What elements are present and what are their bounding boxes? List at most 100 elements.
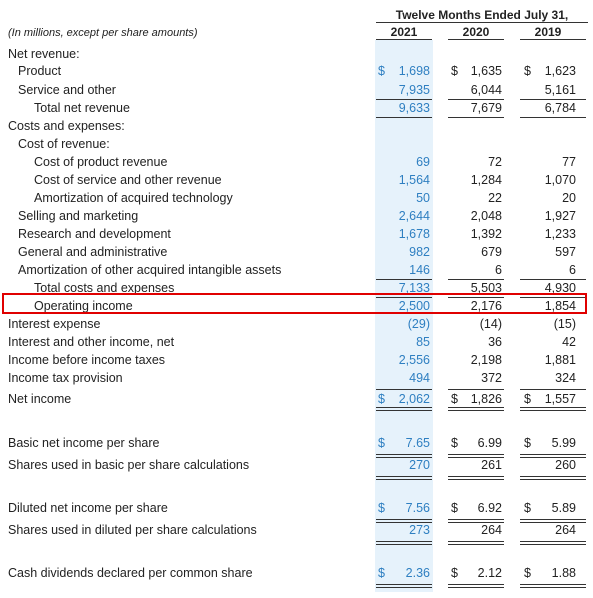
row-selling-and-marketing: Selling and marketing 2,644 2,048 1,927 (0, 209, 593, 227)
double-rule (520, 407, 586, 411)
value-2020: (14) (479, 317, 502, 331)
row-product-revenue: Product $1,698 $1,635 $1,623 (0, 64, 593, 82)
row-cost-of-service-revenue: Cost of service and other revenue 1,564 1,… (0, 173, 593, 191)
value-2021: 7.56 (405, 501, 430, 515)
value-2020: 6.99 (477, 436, 502, 450)
year-header-rule (376, 39, 432, 40)
row-general-and-administrative: General and administrative 982 679 597 (0, 245, 593, 263)
row-basic-shares: Shares used in basic per share calculati… (0, 458, 593, 476)
value-2020: 261 (481, 458, 502, 472)
total-rule (448, 117, 504, 118)
value-2020: 2.12 (477, 566, 502, 580)
row-net-income: Net income $2,062 $1,826 $1,557 (0, 392, 593, 410)
subtotal-rule (376, 99, 432, 100)
double-rule (448, 476, 504, 480)
value-2019: 1,557 (544, 392, 576, 406)
year-header-2020: 2020 (462, 25, 490, 39)
row-label: Total net revenue (34, 101, 130, 115)
row-diluted-shares: Shares used in diluted per share calcula… (0, 523, 593, 541)
double-rule (520, 519, 586, 523)
value-2020: 6,044 (470, 83, 502, 97)
value-2021: 146 (409, 263, 430, 277)
value-2020: 2,176 (470, 299, 502, 313)
year-header-rule (448, 39, 504, 40)
row-label: Total costs and expenses (34, 281, 175, 295)
value-2019: 1,854 (544, 299, 576, 313)
row-label: Income before income taxes (8, 353, 166, 367)
currency-symbol: $ (378, 436, 385, 450)
value-2020: 1,392 (470, 227, 502, 241)
value-2019: 77 (562, 155, 576, 169)
subtotal-rule (448, 99, 504, 100)
subtotal-rule (376, 389, 432, 390)
subtotal-rule (520, 279, 586, 280)
currency-symbol: $ (524, 566, 531, 580)
row-label: Basic net income per share (8, 436, 160, 450)
row-total-net-revenue: Total net revenue 9,633 7,679 6,784 (0, 101, 593, 119)
units-note-row: (In millions, except per share amounts) (0, 27, 593, 45)
value-2019: 4,930 (544, 281, 576, 295)
currency-symbol: $ (378, 501, 385, 515)
value-2021: 2,500 (398, 299, 430, 313)
value-2021: 2.36 (405, 566, 430, 580)
row-label: Net revenue: (8, 47, 80, 61)
double-rule (448, 584, 504, 588)
value-2021: 7,935 (398, 83, 430, 97)
value-2019: 1,070 (544, 173, 576, 187)
value-2021: 50 (416, 191, 430, 205)
value-2019: 42 (562, 335, 576, 349)
row-label: Costs and expenses: (8, 119, 125, 133)
double-rule (448, 454, 504, 458)
double-rule (376, 584, 432, 588)
currency-symbol: $ (451, 392, 458, 406)
row-total-costs-and-expenses: Total costs and expenses 7,133 5,503 4,930 (0, 281, 593, 299)
row-cost-of-product-revenue: Cost of product revenue 69 72 77 (0, 155, 593, 173)
value-2020: 372 (481, 371, 502, 385)
row-label: Net income (8, 392, 72, 406)
value-2019: 6,784 (544, 101, 576, 115)
row-label: Cost of service and other revenue (34, 173, 222, 187)
value-2019: 597 (555, 245, 576, 259)
value-2021: 69 (416, 155, 430, 169)
row-label: Diluted net income per share (8, 501, 168, 515)
row-label: Selling and marketing (18, 209, 139, 223)
value-2020: 22 (488, 191, 502, 205)
double-rule (376, 454, 432, 458)
currency-symbol: $ (451, 64, 458, 78)
period-title: Twelve Months Ended July 31, (395, 8, 569, 22)
subtotal-rule (448, 279, 504, 280)
subtotal-rule (448, 389, 504, 390)
row-cost-of-revenue-header: Cost of revenue: (0, 137, 593, 155)
value-2019: (15) (553, 317, 576, 331)
year-header-2021: 2021 (390, 25, 418, 39)
row-label: Product (18, 64, 62, 78)
value-2021: 1,564 (398, 173, 430, 187)
row-label: Shares used in basic per share calculati… (8, 458, 250, 472)
value-2021: 7,133 (398, 281, 430, 295)
row-amortization-acquired-technology: Amortization of acquired technology 50 22 2… (0, 191, 593, 209)
row-label: Interest and other income, net (8, 335, 175, 349)
row-diluted-eps: Diluted net income per share $7.56 $6.92 $5… (0, 501, 593, 519)
currency-symbol: $ (524, 501, 531, 515)
double-rule (376, 476, 432, 480)
value-2020: 2,048 (470, 209, 502, 223)
row-income-before-taxes: Income before income taxes 2,556 2,198 1,88… (0, 353, 593, 371)
currency-symbol: $ (451, 501, 458, 515)
value-2020: 5,503 (470, 281, 502, 295)
value-2019: 5.89 (551, 501, 576, 515)
row-operating-income: Operating income 2,500 2,176 1,854 (0, 299, 593, 317)
value-2019: 1,233 (544, 227, 576, 241)
value-2019: 20 (562, 191, 576, 205)
current-year-column-highlight (375, 40, 433, 592)
value-2020: 2,198 (470, 353, 502, 367)
double-rule (520, 454, 586, 458)
value-2021: 1,678 (398, 227, 430, 241)
value-2021: 494 (409, 371, 430, 385)
row-label: General and administrative (18, 245, 168, 259)
double-rule (520, 476, 586, 480)
year-header-rule (520, 39, 586, 40)
double-rule (376, 541, 432, 545)
value-2019: 264 (555, 523, 576, 537)
double-rule (448, 519, 504, 523)
